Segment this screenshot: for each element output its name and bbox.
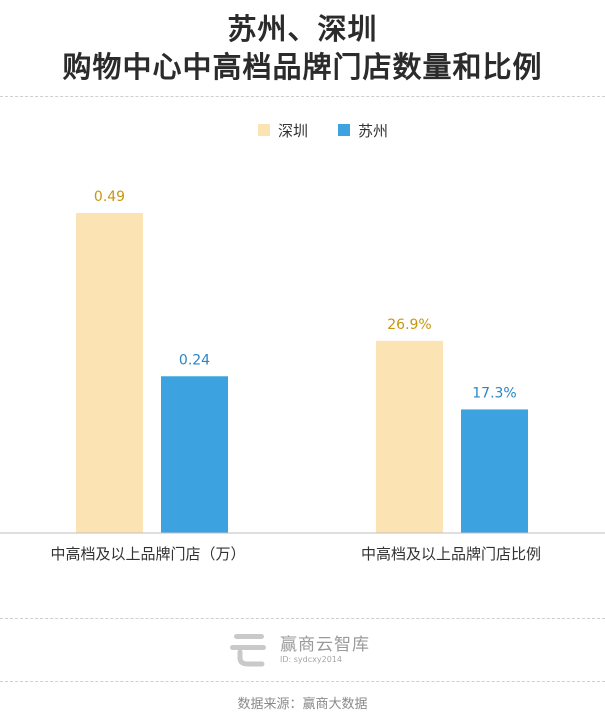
- data-label-shenzhen-group1: 0.49: [94, 189, 125, 205]
- chart-title-line1: 苏州、深圳: [227, 12, 378, 46]
- legend-item-shenzhen: 深圳: [258, 119, 308, 141]
- data-label-shenzhen-group2: 26.9%: [387, 317, 431, 333]
- top-separator: [0, 96, 605, 97]
- category-label-group1: 中高档及以上品牌门店（万）: [50, 545, 245, 563]
- bar-suzhou-group2: [461, 409, 528, 533]
- bar-shenzhen-group2: [376, 340, 443, 533]
- footer-separator-top: [0, 618, 605, 619]
- footer-brand-name: 赢商云智库: [280, 635, 370, 655]
- legend-label-suzhou: 苏州: [358, 121, 389, 140]
- data-label-suzhou-group2: 17.3%: [472, 385, 516, 401]
- brand-logo-icon: [230, 634, 266, 667]
- data-label-suzhou-group1: 0.24: [179, 352, 210, 368]
- legend: 深圳 苏州: [0, 119, 605, 141]
- legend-swatch-suzhou: [338, 124, 350, 136]
- footer-brand-id: ID: sydcxy2014: [280, 655, 342, 664]
- legend-swatch-shenzhen: [258, 124, 270, 136]
- legend-label-shenzhen: 深圳: [278, 121, 309, 140]
- footer-separator-bottom: [0, 681, 605, 682]
- bar-chart: 0.49 0.24 中高档及以上品牌门店（万） 26.9% 17.3% 中高档及以上品牌门…: [0, 189, 605, 563]
- data-source: 数据来源：赢商大数据: [237, 697, 368, 712]
- chart-title-line2: 购物中心中高档品牌门店数量和比例: [62, 50, 543, 84]
- category-label-group2: 中高档及以上品牌门店比例: [361, 545, 541, 563]
- bar-suzhou-group1: [161, 376, 228, 533]
- bar-shenzhen-group1: [76, 213, 143, 533]
- legend-item-suzhou: 苏州: [338, 119, 388, 141]
